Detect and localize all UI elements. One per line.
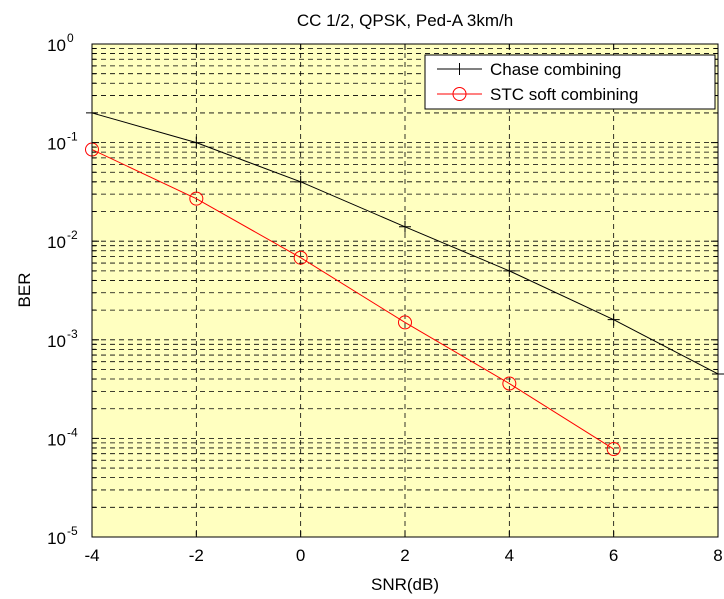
y-tick-exponent: -2 xyxy=(67,228,78,242)
y-tick-label: 10 xyxy=(47,135,66,154)
legend-entry: Chase combining xyxy=(437,60,621,79)
legend-label: STC soft combining xyxy=(490,85,638,104)
data-point xyxy=(502,376,517,391)
y-tick-label: 10 xyxy=(47,36,66,55)
y-axis-label: BER xyxy=(15,273,34,308)
x-tick-label: 0 xyxy=(296,546,305,565)
y-tick-label: 10 xyxy=(47,529,66,548)
axis-ticks xyxy=(91,44,719,538)
data-point xyxy=(399,220,411,233)
x-tick-label: 4 xyxy=(505,546,514,565)
y-tick-label: 10 xyxy=(47,233,66,252)
y-tick-label: 10 xyxy=(47,332,66,351)
legend-marker xyxy=(453,63,466,75)
data-point xyxy=(294,175,307,188)
y-tick-exponent: -1 xyxy=(67,130,78,144)
legend-box xyxy=(424,54,716,110)
y-tick-label: 10 xyxy=(47,430,66,449)
data-point xyxy=(607,313,620,326)
x-tick-label: 6 xyxy=(609,546,618,565)
y-tick-exponent: 0 xyxy=(67,31,74,45)
data-point xyxy=(398,315,412,330)
data-point xyxy=(293,250,308,265)
legend: Chase combining STC soft combining xyxy=(424,54,716,110)
y-tick-exponent: -5 xyxy=(67,524,78,538)
x-axis-label: SNR(dB) xyxy=(371,575,439,594)
series-line xyxy=(91,149,614,450)
data-point xyxy=(503,264,516,277)
data-point xyxy=(189,191,204,206)
x-tick-label: 2 xyxy=(400,546,409,565)
legend-marker xyxy=(452,87,467,101)
y-tick-exponent: -3 xyxy=(67,327,78,341)
chart-title: CC 1/2, QPSK, Ped-A 3km/h xyxy=(297,11,513,30)
x-tick-label: -2 xyxy=(189,546,204,565)
x-tick-label: -4 xyxy=(84,546,99,565)
legend-entry: STC soft combining xyxy=(437,85,638,104)
y-tick-exponent: -4 xyxy=(67,425,78,439)
data-point xyxy=(190,136,203,149)
legend-label: Chase combining xyxy=(490,60,621,79)
x-tick-label: 8 xyxy=(713,546,722,565)
data-point xyxy=(606,442,621,457)
